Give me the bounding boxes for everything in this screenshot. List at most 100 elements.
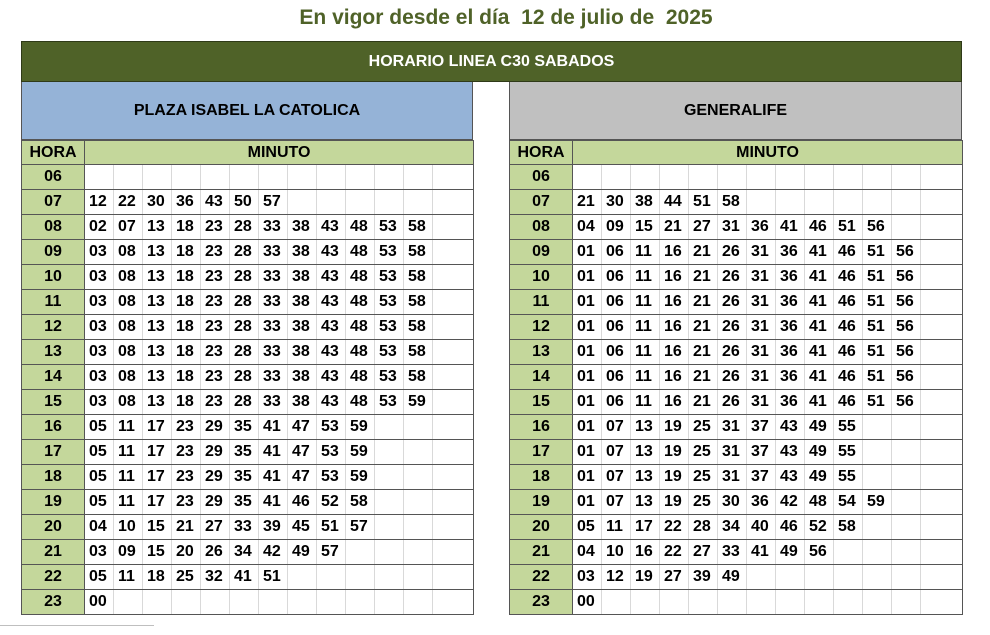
minute-cell: 48: [345, 239, 375, 265]
minute-cell: [403, 589, 433, 615]
hour-cell: 20: [21, 514, 85, 540]
minute-cell: 11: [113, 464, 143, 490]
minute-cell: 53: [316, 464, 346, 490]
left-panel: PLAZA ISABEL LA CATOLICA HORA MINUTO 06 0…: [21, 82, 475, 615]
minute-cell: 11: [630, 314, 660, 340]
minute-cell: 17: [630, 514, 660, 540]
minute-cell: 49: [287, 539, 317, 565]
minute-cell: 11: [630, 264, 660, 290]
minute-cell: 58: [403, 214, 433, 240]
minute-cell: 08: [113, 364, 143, 390]
minute-cell: 33: [258, 214, 288, 240]
minute-cell: 18: [171, 314, 201, 340]
minute-cell: 11: [113, 564, 143, 590]
minute-cell: 16: [630, 539, 660, 565]
minute-cell: 15: [142, 514, 172, 540]
minute-cell: 48: [804, 489, 834, 515]
minute-cell: 41: [804, 389, 834, 415]
minute-cell: 46: [833, 364, 863, 390]
minute-cell: [833, 589, 863, 615]
minute-cell: 18: [171, 264, 201, 290]
minute-cell: 43: [316, 264, 346, 290]
minute-cell: [258, 589, 288, 615]
minute-cell: 41: [804, 314, 834, 340]
minute-cell: [920, 214, 964, 240]
minute-cell: [862, 414, 892, 440]
minute-cell: 31: [746, 314, 776, 340]
minute-cell: 13: [142, 214, 172, 240]
minute-cell: 33: [229, 514, 259, 540]
minute-cell: 53: [374, 339, 404, 365]
minute-cell: 36: [775, 289, 805, 315]
minute-cell: 31: [746, 264, 776, 290]
minute-cell: 33: [258, 264, 288, 290]
minute-cell: [113, 164, 143, 190]
timetable-right: HORA MINUTO 06 07 21 30 38 44 51 58 08 04 09 15 21 27…: [509, 140, 964, 615]
minute-cell: [862, 514, 892, 540]
minute-cell: 28: [229, 389, 259, 415]
minute-cell: [920, 189, 964, 215]
minute-cell: 26: [717, 289, 747, 315]
minute-cell: 48: [345, 289, 375, 315]
hour-cell: 16: [509, 414, 573, 440]
minute-cell: [572, 164, 602, 190]
minute-cell: 29: [200, 439, 230, 465]
minute-cell: [403, 464, 433, 490]
hour-cell: 22: [509, 564, 573, 590]
hour-cell: 12: [509, 314, 573, 340]
minute-cell: [920, 414, 964, 440]
minute-cell: 16: [659, 239, 689, 265]
minute-cell: 28: [229, 264, 259, 290]
minute-cell: 16: [659, 364, 689, 390]
hour-cell: 17: [509, 439, 573, 465]
hour-cell: 09: [509, 239, 573, 265]
minute-cell: 01: [572, 464, 602, 490]
schedule-row: 19 01 07 13 19 25 30 36 42 48 54 59: [509, 489, 964, 515]
minute-cell: 27: [688, 539, 718, 565]
minute-cell: [920, 389, 964, 415]
minute-cell: 41: [258, 464, 288, 490]
minute-cell: [171, 589, 201, 615]
minute-cell: 58: [403, 264, 433, 290]
minute-cell: 08: [113, 339, 143, 365]
minute-cell: 32: [200, 564, 230, 590]
schedule-row: 23 00: [21, 589, 475, 615]
minute-cell: 33: [258, 364, 288, 390]
hour-cell: 13: [509, 339, 573, 365]
minute-cell: [920, 339, 964, 365]
minute-cell: 41: [804, 364, 834, 390]
minute-column-header: MINUTO: [83, 140, 475, 165]
minute-cell: [804, 564, 834, 590]
minute-cell: 03: [572, 564, 602, 590]
minute-cell: 28: [229, 339, 259, 365]
schedule-row: 13 03 08 13 18 23 28 33 38 43 48 53 58: [21, 339, 475, 365]
minute-cell: 36: [746, 214, 776, 240]
minute-cell: [862, 564, 892, 590]
hour-cell: 14: [21, 364, 85, 390]
minute-cell: 27: [688, 214, 718, 240]
minute-cell: 03: [84, 364, 114, 390]
minute-cell: [920, 489, 964, 515]
minute-cell: 23: [171, 414, 201, 440]
minute-cell: [833, 164, 863, 190]
minute-cell: 31: [717, 439, 747, 465]
minute-cell: 23: [200, 314, 230, 340]
minute-cell: [200, 164, 230, 190]
minute-cell: 37: [746, 414, 776, 440]
minute-cell: 28: [229, 214, 259, 240]
hour-cell: 08: [21, 214, 85, 240]
minute-cell: 29: [200, 414, 230, 440]
minute-cell: 18: [142, 564, 172, 590]
minute-cell: [374, 489, 404, 515]
schedule-row: 07 21 30 38 44 51 58: [509, 189, 964, 215]
minute-cell: 47: [287, 439, 317, 465]
minute-cell: 56: [804, 539, 834, 565]
rows-right: 06 07 21 30 38 44 51 58 08 04 09 15 21 27 31 36 41 46 51 56…: [509, 164, 964, 615]
minute-cell: [142, 589, 172, 615]
schedule-row: 11 03 08 13 18 23 28 33 38 43 48 53 58: [21, 289, 475, 315]
minute-cell: [316, 589, 346, 615]
minute-cell: 30: [142, 189, 172, 215]
minute-cell: 37: [746, 464, 776, 490]
minute-cell: [891, 439, 921, 465]
minute-cell: 25: [688, 464, 718, 490]
